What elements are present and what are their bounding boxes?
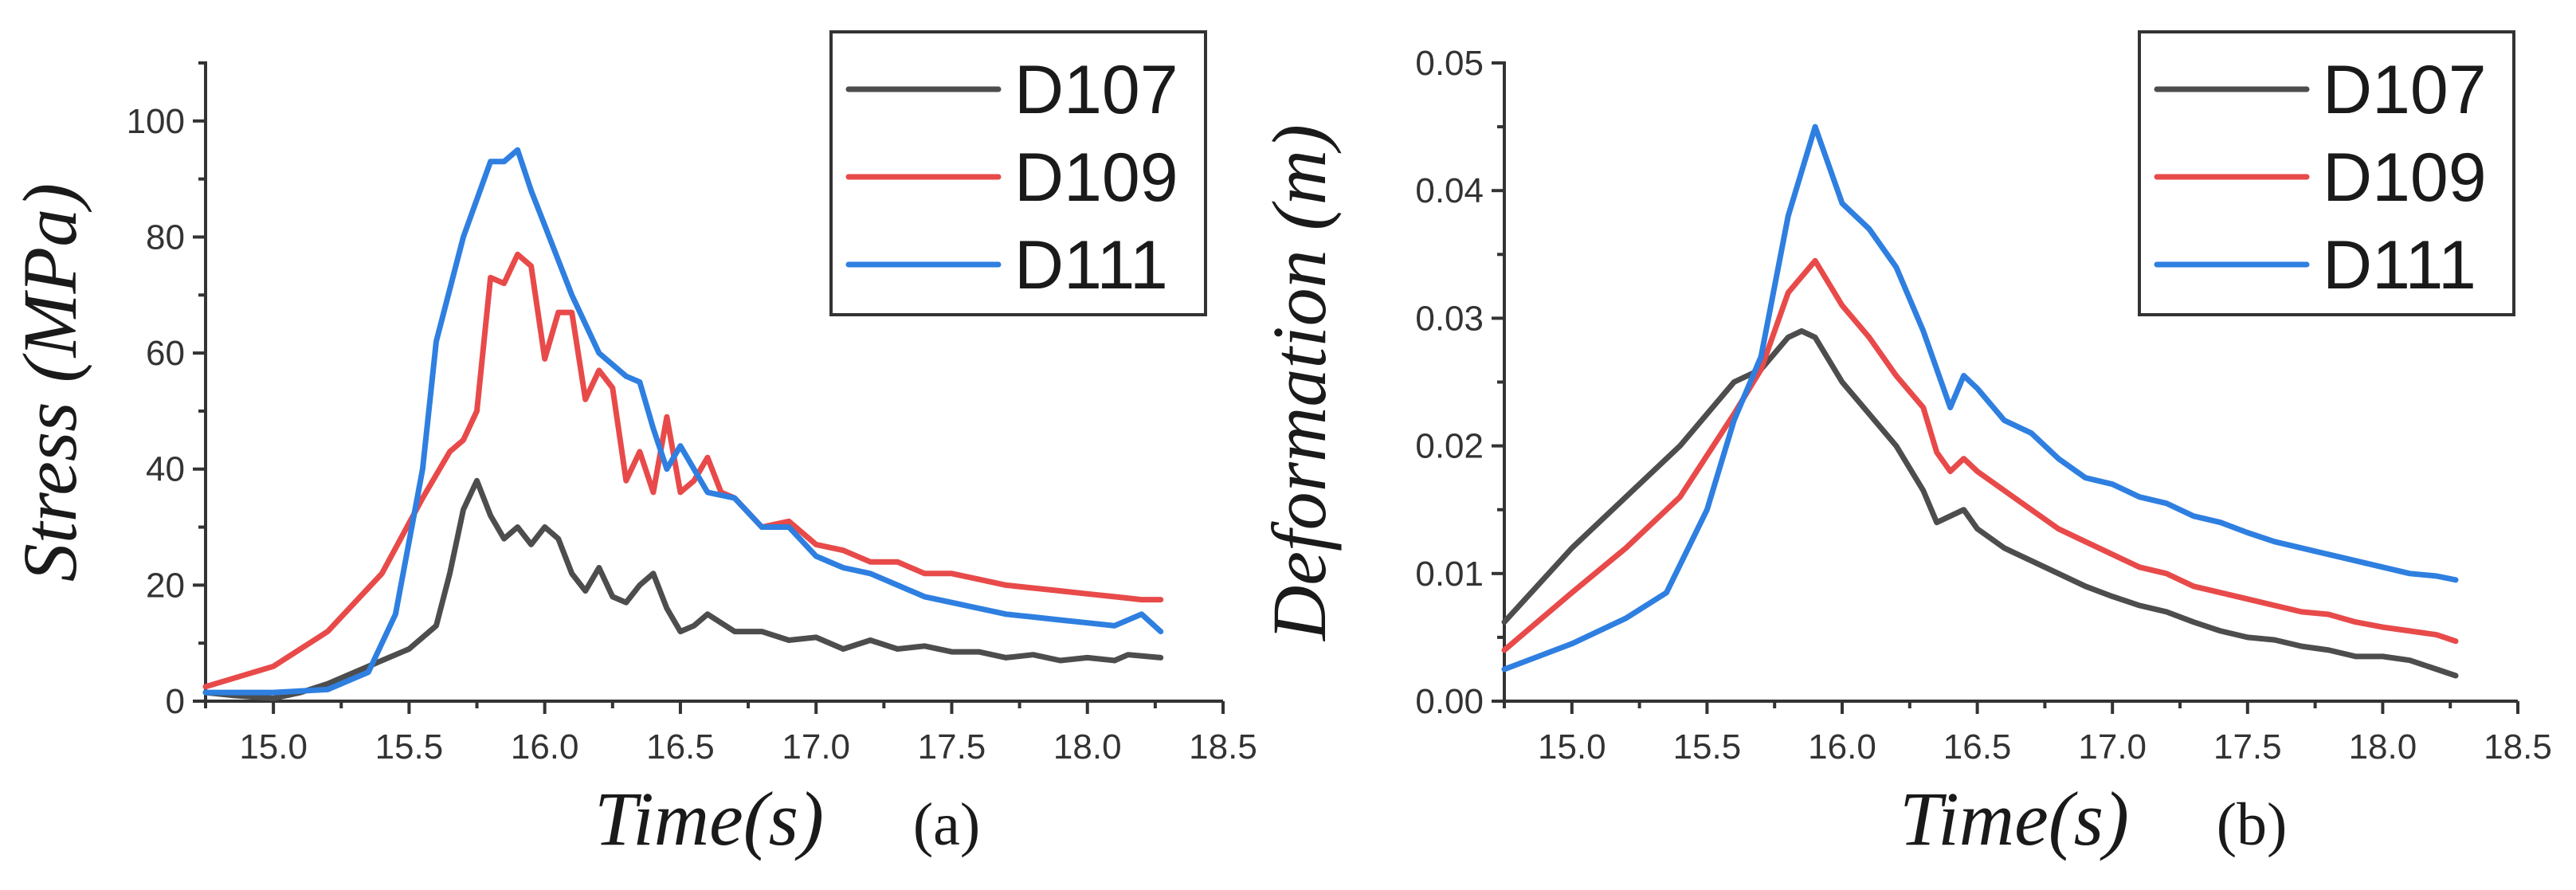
panel-a-legend: D107 D109 D111 <box>829 30 1207 316</box>
panel-a-panel-label: (a) <box>913 791 980 858</box>
panel-a-x-tick-label: 17.5 <box>918 727 986 766</box>
panel-b-legend-label-d111: D111 <box>2323 227 2476 304</box>
panel-a-x-axis-title: Time(s) <box>594 776 824 861</box>
panel-b-x-tick-label: 18.0 <box>2349 727 2417 766</box>
panel-a-x-tick-label: 15.5 <box>375 727 444 766</box>
panel-b-series-d109 <box>1501 257 2459 653</box>
panel-a-y-tick-label: 100 <box>127 102 185 141</box>
panel-b-x-tick-label: 16.5 <box>1943 727 2012 766</box>
panel-a-legend-label-d111: D111 <box>1014 227 1168 304</box>
panel-a: 15.0 15.5 16.0 16.5 17.0 17.5 18.0 18.5 0 20 40 60 8… <box>7 30 1257 861</box>
panel-a-x-tick-label: 17.0 <box>782 727 850 766</box>
panel-b-y-axis-title: Deformation (m) <box>1257 124 1342 642</box>
panel-a-series-d107 <box>202 477 1164 701</box>
panel-a-series-d111 <box>202 147 1164 696</box>
panel-b-legend-label-d107: D107 <box>2323 52 2487 128</box>
panel-a-legend-box <box>829 30 1207 316</box>
panel-b-y-tick-label: 0.03 <box>1415 299 1484 338</box>
panel-a-y-tick-label: 20 <box>146 566 185 605</box>
panel-a-x-tick-label: 16.0 <box>511 727 579 766</box>
panel-a-series-d109 <box>202 251 1164 690</box>
panel-b-x-tick-label: 15.0 <box>1538 727 1606 766</box>
panel-a-y-tick-label: 0 <box>166 682 185 721</box>
panel-a-y-tick-label: 80 <box>146 218 185 257</box>
panel-a-x-tick-label: 15.0 <box>239 727 308 766</box>
panel-a-y-tick-label: 60 <box>146 334 185 373</box>
panel-b-series-d111 <box>1501 124 2459 672</box>
panel-b-y-tick-label: 0.00 <box>1415 682 1484 721</box>
panel-b-panel-label: (b) <box>2217 791 2288 858</box>
panel-a-y-axis-title: Stress (MPa) <box>7 183 92 582</box>
panel-b-x-tick-label: 17.5 <box>2213 727 2282 766</box>
panel-b-x-axis-title: Time(s) <box>1900 776 2129 861</box>
panel-b-y-tick-label: 0.01 <box>1415 555 1484 594</box>
panel-a-y-tick-label: 40 <box>146 450 185 489</box>
panel-b: 15.0 15.5 16.0 16.5 17.0 17.5 18.0 18.5 0.00 0.01… <box>1257 30 2552 861</box>
panel-a-x-tick-label: 18.5 <box>1189 727 1257 766</box>
panel-b-legend-box <box>2138 30 2515 316</box>
panel-b-series-d107 <box>1501 327 2459 679</box>
panel-b-legend: D107 D109 D111 <box>2138 30 2515 316</box>
panel-b-y-tick-label: 0.05 <box>1415 44 1484 83</box>
panel-b-legend-label-d109: D109 <box>2323 139 2487 216</box>
panel-a-x-tick-label: 16.5 <box>646 727 715 766</box>
panel-b-x-tick-label: 15.5 <box>1673 727 1742 766</box>
panel-b-x-tick-label: 18.5 <box>2484 727 2552 766</box>
panel-b-x-tick-label: 16.0 <box>1808 727 1876 766</box>
panel-b-y-tick-label: 0.04 <box>1415 171 1484 210</box>
panel-a-legend-label-d107: D107 <box>1014 52 1178 128</box>
panel-b-y-tick-label: 0.02 <box>1415 427 1484 466</box>
panel-a-legend-label-d109: D109 <box>1014 139 1178 216</box>
panel-b-x-tick-label: 17.0 <box>2078 727 2147 766</box>
panel-a-x-tick-label: 18.0 <box>1053 727 1122 766</box>
